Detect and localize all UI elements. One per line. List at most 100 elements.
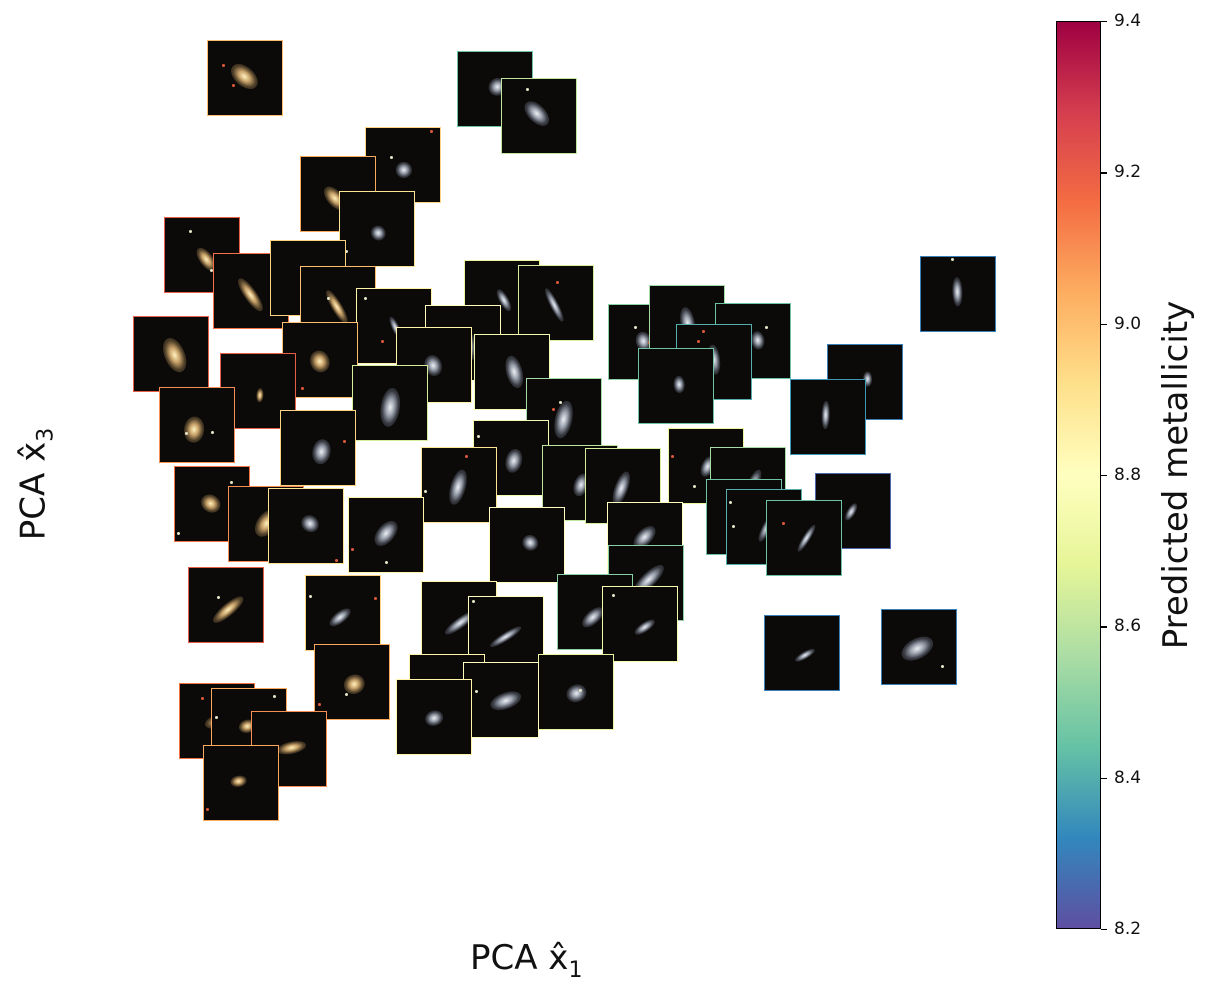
galaxy-thumbnail-point: [203, 744, 280, 821]
galaxy-image-icon: [298, 512, 323, 537]
star-icon: [342, 439, 346, 443]
galaxy-image-icon: [307, 347, 333, 375]
star-icon: [345, 249, 349, 253]
colorbar-tick-label: 8.2: [1114, 919, 1142, 939]
galaxy-image-icon: [542, 286, 566, 323]
galaxy-thumbnail-point: [920, 255, 997, 332]
star-icon: [578, 689, 582, 693]
galaxy-image-icon: [209, 593, 247, 627]
galaxy-thumbnail-point: [637, 348, 714, 425]
star-icon: [429, 129, 433, 133]
star-icon: [951, 257, 955, 261]
galaxy-image-icon: [897, 632, 938, 666]
colorbar-label: Predicted metallicity: [1156, 300, 1196, 650]
colorbar-tick-mark: [1101, 21, 1107, 23]
galaxy-image-icon: [843, 501, 860, 522]
star-icon: [475, 690, 479, 694]
star-icon: [940, 664, 944, 668]
star-icon: [472, 599, 476, 603]
galaxy-image-icon: [445, 467, 471, 507]
galaxy-image-icon: [197, 490, 224, 517]
galaxy-thumbnail-point: [207, 40, 284, 117]
colorbar-tick-mark: [1101, 777, 1107, 779]
star-icon: [345, 693, 349, 697]
galaxy-image-icon: [234, 275, 267, 314]
star-icon: [350, 547, 354, 551]
galaxy-image-icon: [488, 624, 523, 650]
galaxy-thumbnail-point: [339, 190, 416, 267]
star-icon: [214, 716, 218, 720]
star-icon: [633, 326, 637, 330]
galaxy-thumbnail-point: [537, 654, 614, 731]
colorbar-tick-mark: [1101, 929, 1107, 931]
galaxy-image-icon: [423, 708, 446, 728]
star-icon: [217, 596, 221, 600]
galaxy-thumbnail-point: [132, 315, 209, 392]
galaxy-thumbnail-point: [351, 365, 428, 442]
star-icon: [556, 280, 560, 284]
star-icon: [424, 489, 428, 493]
galaxy-image-icon: [182, 415, 206, 444]
galaxy-image-icon: [551, 399, 576, 440]
galaxy-image-icon: [256, 387, 264, 403]
star-icon: [693, 484, 697, 488]
colorbar-tick-label: 8.6: [1114, 616, 1142, 637]
colorbar-tick-label: 9.2: [1114, 162, 1142, 183]
colorbar-tick-label: 8.4: [1114, 767, 1142, 788]
galaxy-image-icon: [230, 775, 248, 789]
galaxy-image-icon: [821, 400, 831, 429]
galaxy-image-icon: [322, 287, 351, 326]
galaxy-image-icon: [378, 386, 403, 428]
galaxy-image-icon: [632, 617, 657, 638]
galaxy-thumbnail-point: [267, 487, 344, 564]
galaxy-image-icon: [520, 96, 554, 130]
colorbar: [1056, 21, 1101, 929]
galaxy-image-icon: [393, 158, 416, 181]
star-icon: [384, 560, 388, 564]
star-icon: [222, 64, 226, 68]
galaxy-image-icon: [368, 222, 389, 243]
galaxy-image-icon: [311, 437, 333, 466]
star-icon: [671, 454, 675, 458]
galaxy-image-icon: [226, 58, 263, 94]
star-icon: [389, 155, 393, 159]
star-icon: [381, 340, 385, 344]
colorbar-tick-mark: [1101, 626, 1107, 628]
x-axis-label: PCA x̂1: [470, 938, 583, 983]
galaxy-thumbnail-point: [500, 77, 577, 154]
galaxy-thumbnail-point: [396, 679, 473, 756]
galaxy-thumbnail-point: [158, 387, 235, 464]
galaxy-image-icon: [750, 330, 766, 350]
galaxy-image-icon: [275, 739, 307, 757]
colorbar-tick-label: 9.0: [1114, 313, 1142, 334]
star-icon: [201, 696, 205, 700]
galaxy-image-icon: [564, 682, 590, 705]
star-icon: [308, 595, 312, 599]
star-icon: [732, 524, 736, 528]
colorbar-tick-mark: [1101, 475, 1107, 477]
galaxy-image-icon: [502, 353, 526, 390]
galaxy-image-icon: [952, 276, 963, 307]
galaxy-thumbnail-point: [279, 409, 356, 486]
galaxy-thumbnail-point: [463, 662, 540, 739]
star-icon: [230, 481, 234, 485]
colorbar-tick-label: 9.4: [1114, 11, 1142, 31]
galaxy-image-icon: [795, 522, 818, 553]
galaxy-thumbnail-point: [602, 586, 679, 663]
galaxy-image-icon: [503, 447, 525, 475]
scatter-plot-area: [132, 40, 997, 821]
galaxy-thumbnail-point: [421, 446, 498, 523]
galaxy-thumbnail-point: [488, 507, 565, 584]
star-icon: [612, 594, 616, 598]
galaxy-image-icon: [519, 532, 542, 555]
galaxy-image-icon: [327, 605, 354, 630]
star-icon: [701, 329, 705, 333]
galaxy-image-icon: [159, 334, 192, 376]
galaxy-thumbnail-point: [766, 500, 843, 577]
star-icon: [189, 230, 193, 234]
galaxy-thumbnail-point: [188, 567, 265, 644]
colorbar-tick-mark: [1101, 172, 1107, 174]
star-icon: [696, 339, 700, 343]
star-icon: [465, 454, 469, 458]
